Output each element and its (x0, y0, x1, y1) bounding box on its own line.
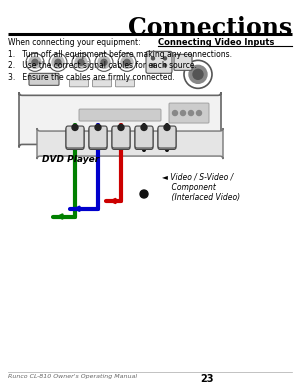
FancyBboxPatch shape (66, 127, 84, 149)
Circle shape (29, 56, 41, 68)
FancyBboxPatch shape (70, 80, 88, 87)
Text: Connections: Connections (128, 16, 292, 40)
FancyBboxPatch shape (29, 73, 59, 85)
Text: 1.   Turn off all equipment before making any connections.: 1. Turn off all equipment before making … (8, 50, 232, 59)
Circle shape (72, 125, 78, 130)
Circle shape (32, 59, 38, 65)
FancyBboxPatch shape (135, 127, 153, 149)
Circle shape (78, 59, 84, 65)
FancyBboxPatch shape (112, 127, 130, 149)
FancyBboxPatch shape (79, 109, 161, 121)
Text: Connecting Video Inputs: Connecting Video Inputs (158, 38, 274, 47)
FancyBboxPatch shape (158, 126, 176, 148)
Circle shape (52, 56, 64, 68)
Circle shape (152, 64, 154, 67)
FancyBboxPatch shape (146, 51, 172, 73)
Circle shape (193, 69, 203, 79)
FancyBboxPatch shape (174, 54, 192, 70)
Circle shape (141, 125, 147, 130)
Text: When connecting your equipment:: When connecting your equipment: (8, 38, 141, 47)
Circle shape (188, 111, 194, 116)
Circle shape (189, 65, 207, 83)
FancyBboxPatch shape (37, 128, 223, 159)
FancyBboxPatch shape (169, 103, 209, 123)
Text: 2.   Use the correct signal cables for each source.: 2. Use the correct signal cables for eac… (8, 61, 197, 70)
FancyBboxPatch shape (66, 126, 84, 148)
Circle shape (121, 56, 133, 68)
FancyBboxPatch shape (19, 92, 221, 147)
FancyBboxPatch shape (158, 127, 176, 149)
Circle shape (181, 111, 185, 116)
Text: Runco CL-810 Owner's Operating Manual: Runco CL-810 Owner's Operating Manual (8, 374, 137, 379)
Circle shape (164, 125, 170, 130)
Circle shape (152, 57, 154, 60)
Text: 23: 23 (200, 374, 214, 384)
FancyBboxPatch shape (112, 126, 130, 148)
FancyBboxPatch shape (116, 80, 134, 87)
Circle shape (164, 57, 166, 60)
Circle shape (95, 125, 101, 130)
Text: 3.   Ensure the cables are firmly connected.: 3. Ensure the cables are firmly connecte… (8, 73, 175, 82)
FancyBboxPatch shape (135, 126, 153, 148)
Circle shape (172, 111, 178, 116)
Text: DVD Player: DVD Player (42, 155, 99, 164)
Circle shape (196, 111, 202, 116)
FancyBboxPatch shape (89, 127, 107, 149)
Text: ◄ Video / S-Video /
    Component
    (Interlaced Video): ◄ Video / S-Video / Component (Interlace… (162, 173, 240, 203)
Circle shape (118, 125, 124, 130)
Circle shape (55, 59, 61, 65)
Circle shape (124, 59, 130, 65)
Circle shape (75, 56, 87, 68)
FancyBboxPatch shape (89, 126, 107, 148)
FancyBboxPatch shape (92, 80, 112, 87)
Circle shape (101, 59, 107, 65)
Circle shape (140, 190, 148, 198)
Circle shape (164, 64, 166, 67)
Circle shape (98, 56, 110, 68)
